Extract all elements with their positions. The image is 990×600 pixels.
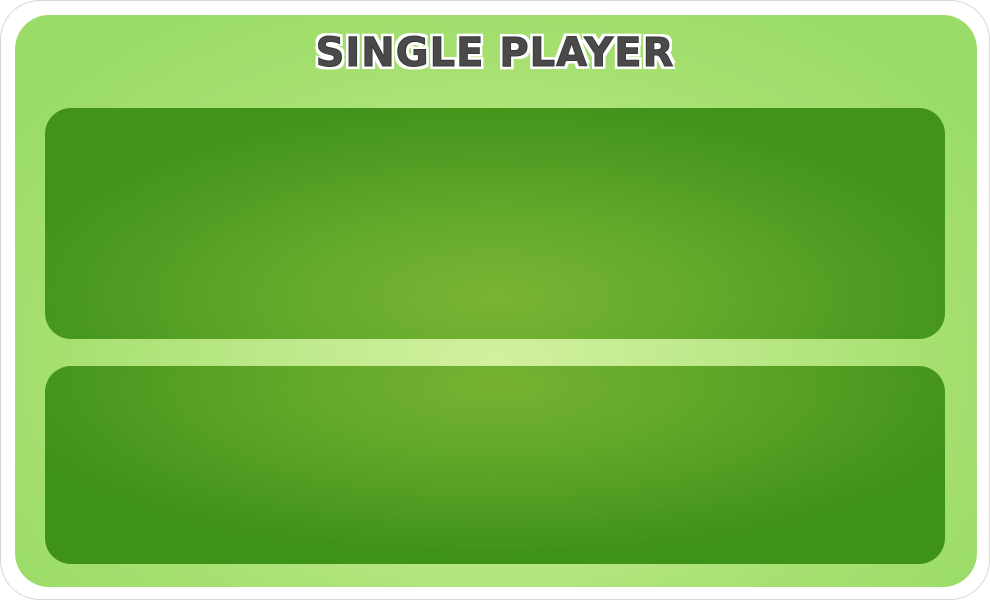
game-mode-option-1[interactable]	[45, 108, 945, 339]
game-mode-option-2[interactable]	[45, 366, 945, 564]
menu-title: SINGLE PLAYER	[315, 30, 675, 77]
